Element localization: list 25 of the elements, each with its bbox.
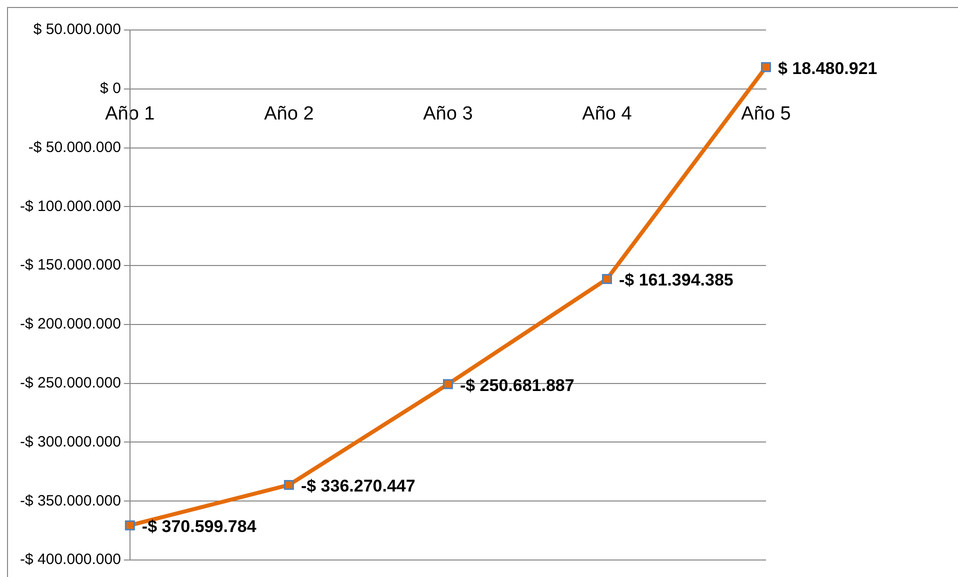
point (284, 480, 294, 490)
y-tick-label: -$ 150.000.000 (20, 256, 121, 274)
point (602, 274, 612, 284)
data-label: -$ 161.394.385 (618, 270, 734, 290)
y-tick-label: -$ 50.000.000 (28, 138, 121, 156)
data-label: -$ 250.681.887 (460, 376, 574, 395)
x-tick-label: Año 5 (741, 104, 791, 125)
y-tick-label: -$ 200.000.000 (20, 316, 121, 333)
point (124, 520, 135, 530)
y-tick-label: $ 0 (100, 80, 121, 98)
x-tick-label: Año 3 (423, 104, 473, 125)
y-tick-label: $ 50.000.000 (33, 21, 121, 38)
x-tick-label: Año 2 (264, 104, 314, 125)
y-tick-label: -$ 400.000.000 (20, 551, 121, 568)
point (442, 379, 453, 390)
y-tick-label: -$ 350.000.000 (20, 492, 121, 510)
data-label: -$ 336.270.447 (300, 476, 416, 496)
y-tick-label: -$ 300.000.000 (20, 433, 121, 450)
y-tick-label: -$ 250.000.000 (20, 374, 121, 392)
y-tick-label: -$ 100.000.000 (20, 198, 121, 215)
data-label: -$ 370.599.784 (142, 517, 257, 536)
data-label: $ 18.480.921 (778, 58, 878, 78)
x-tick-label: Año 4 (582, 104, 632, 125)
point (761, 62, 771, 72)
x-tick-label: Año 1 (105, 104, 155, 125)
